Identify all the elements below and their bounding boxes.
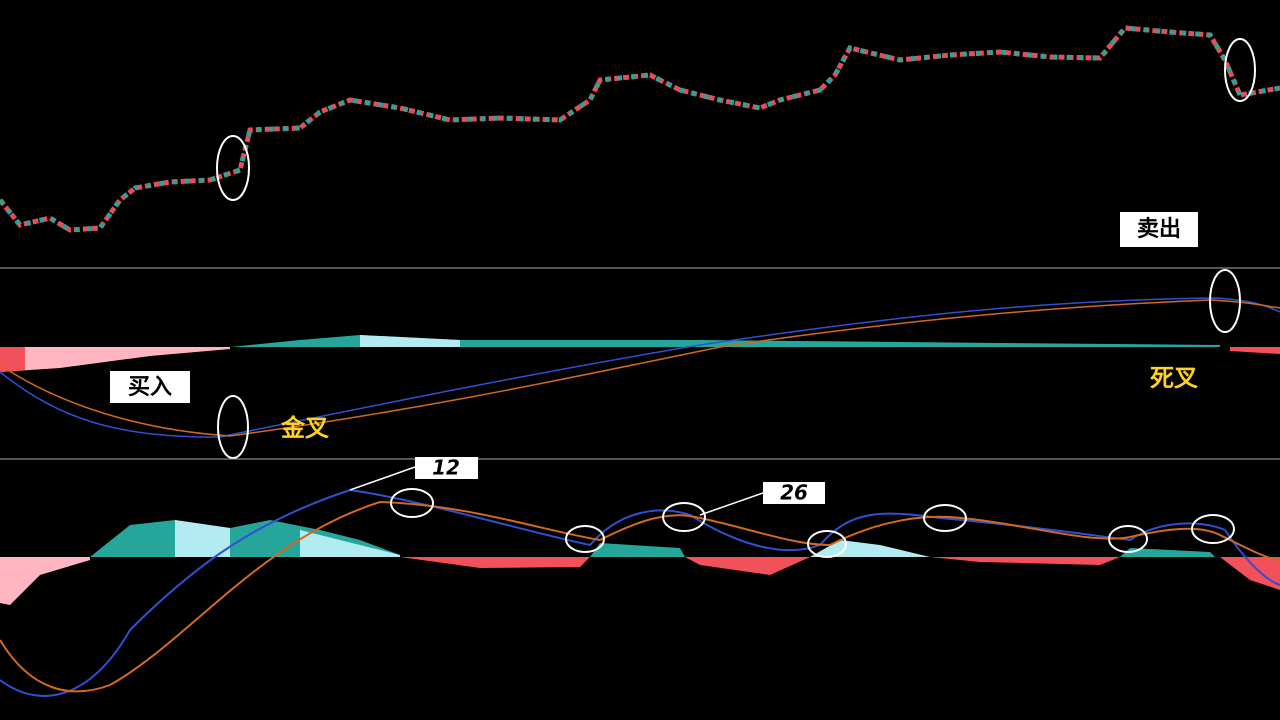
dif-line — [0, 297, 1280, 438]
highlight — [565, 525, 605, 553]
sell-label: 卖出 — [1137, 216, 1181, 242]
histogram-negative-mid3 — [930, 557, 1120, 565]
leader-line — [349, 466, 416, 491]
slow-line — [0, 500, 1280, 693]
histogram-negative — [0, 347, 230, 372]
histogram-positive-light — [360, 335, 460, 347]
label-box — [415, 457, 478, 479]
label-box — [1120, 212, 1198, 247]
histogram-negative-mid2 — [685, 557, 810, 575]
highlight — [1209, 269, 1241, 333]
histogram-positive-mid — [590, 543, 685, 557]
death-cross-label: 死叉 — [1150, 364, 1199, 392]
dea-line — [0, 299, 1280, 437]
macd-panel: 买入 金叉 死叉 — [0, 269, 1280, 459]
histogram-negative-dark — [0, 347, 25, 372]
highlight — [923, 504, 967, 532]
highlight — [217, 395, 249, 459]
price-trend — [0, 25, 1280, 233]
buy-label: 买入 — [128, 375, 172, 400]
histogram-negative — [0, 557, 90, 605]
label-box — [763, 482, 825, 504]
slow-period-label: 26 — [780, 481, 808, 505]
fast-line — [0, 488, 1280, 697]
histogram-positive-mid2 — [810, 540, 930, 557]
leader-line — [699, 492, 764, 516]
highlight — [807, 530, 847, 558]
histogram-negative-right — [1220, 557, 1280, 590]
highlight — [390, 488, 434, 518]
histogram-negative-right — [1230, 347, 1280, 354]
histogram-positive-light — [175, 520, 400, 557]
highlight — [1224, 38, 1256, 102]
highlight — [1108, 525, 1148, 553]
label-box — [110, 371, 190, 403]
histogram-negative-mid — [400, 557, 590, 568]
price-trend-up — [0, 25, 1280, 233]
fast-period-label: 12 — [432, 456, 460, 480]
cross-markers — [390, 488, 1235, 558]
histogram-positive-mid3 — [1120, 548, 1215, 557]
highlight — [1191, 514, 1235, 544]
golden-cross-label: 金叉 — [280, 414, 330, 442]
macd-detail-panel: 12 26 — [0, 456, 1280, 697]
price-panel: 卖出 — [0, 25, 1280, 247]
highlight — [662, 502, 706, 532]
highlight — [216, 135, 250, 201]
